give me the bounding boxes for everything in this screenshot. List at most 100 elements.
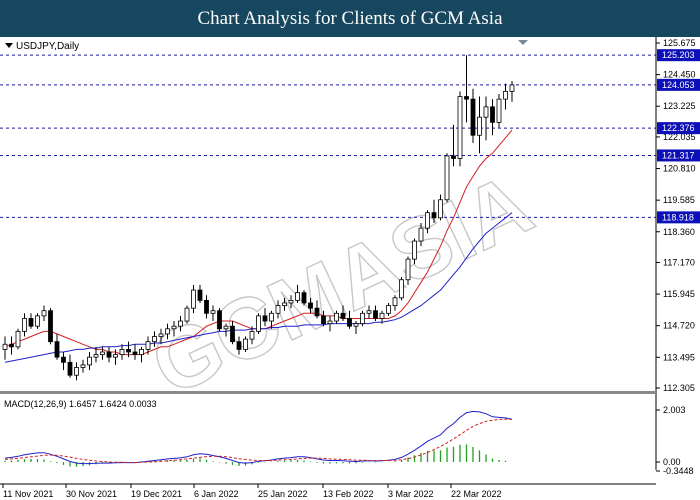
candle	[132, 344, 138, 360]
candle	[223, 323, 229, 337]
time-tick-label: 30 Nov 2021	[66, 489, 117, 499]
level-price-box	[657, 122, 700, 135]
candle	[438, 194, 443, 221]
candle	[425, 210, 430, 234]
price-tick-label: 125.675	[663, 38, 696, 48]
candle	[67, 354, 73, 378]
candle	[386, 302, 391, 316]
candle	[106, 346, 112, 363]
candle	[314, 300, 320, 319]
candle	[2, 336, 8, 360]
level-price-label: 125.203	[662, 50, 695, 60]
candle	[282, 297, 287, 311]
candle	[243, 336, 248, 353]
price-panel-bg	[0, 37, 656, 470]
candle	[327, 315, 333, 332]
candle	[191, 284, 196, 314]
candle	[464, 55, 469, 123]
symbol-label: USDJPY,Daily	[16, 41, 79, 52]
candle	[28, 313, 34, 329]
candle	[41, 305, 47, 322]
candle	[126, 341, 131, 358]
time-tick-label: 19 Dec 2021	[131, 489, 182, 499]
price-tick-label: 117.170	[663, 257, 695, 267]
candle	[418, 222, 424, 247]
candle	[217, 308, 222, 332]
candle	[366, 305, 372, 319]
page-title: Chart Analysis for Clients of GCM Asia	[0, 0, 700, 37]
time-axis: 11 Nov 2021 30 Nov 2021 19 Dec 2021 6 Jan 2…	[2, 484, 502, 499]
shift-marker-icon[interactable]	[518, 40, 528, 45]
time-tick-label: 6 Jan 2022	[194, 489, 239, 499]
macd-tick-label: -0.3448	[663, 466, 694, 476]
candle	[236, 336, 242, 355]
price-tick-label: 120.810	[663, 164, 696, 174]
candle	[139, 346, 144, 363]
candles	[2, 55, 515, 381]
candle	[158, 328, 164, 345]
candle	[360, 310, 365, 327]
time-tick-label: 11 Nov 2021	[3, 489, 53, 499]
candle	[119, 344, 125, 360]
candle	[405, 256, 411, 285]
candle	[301, 290, 307, 306]
level-price-box	[657, 78, 700, 91]
level-price-box	[657, 211, 700, 224]
candle	[80, 359, 86, 373]
panel-separator[interactable]	[0, 391, 656, 394]
candle	[210, 305, 216, 322]
candle	[145, 336, 151, 355]
candle	[48, 308, 53, 345]
candle	[61, 352, 66, 371]
candle	[152, 331, 157, 347]
candle	[477, 96, 482, 154]
price-tick-label: 124.450	[663, 70, 696, 80]
candle	[249, 326, 255, 345]
level-price-label: 118.918	[662, 212, 694, 222]
candle	[288, 295, 294, 309]
candle	[470, 88, 476, 143]
macd-tick-label: 0.00	[663, 457, 681, 467]
time-tick-label: 22 Mar 2022	[451, 489, 502, 499]
candle	[35, 313, 40, 329]
candle	[93, 346, 99, 363]
candle	[165, 323, 170, 340]
candle	[347, 310, 352, 329]
price-axis: 125.675 124.450 123.225 122.035 120.810 119.5…	[656, 38, 700, 393]
candle	[9, 336, 14, 355]
price-tick-label: 123.225	[663, 101, 696, 111]
candle	[334, 310, 339, 324]
candle	[412, 238, 417, 265]
candle	[483, 96, 489, 141]
symbol-menu-icon[interactable]	[5, 43, 13, 48]
candle	[503, 83, 508, 110]
macd-line	[4, 410, 513, 465]
candle	[256, 313, 261, 334]
candle	[392, 295, 398, 311]
price-tick-label: 114.720	[663, 321, 695, 331]
candle	[451, 124, 456, 167]
candle	[275, 300, 281, 319]
candle	[431, 199, 437, 223]
candle	[496, 93, 502, 128]
time-tick-label: 3 Mar 2022	[388, 489, 434, 499]
candle	[87, 352, 92, 371]
price-tick-label: 118.360	[663, 227, 695, 237]
candle	[269, 310, 274, 329]
candle	[54, 333, 60, 360]
candle	[204, 295, 209, 319]
candle	[444, 153, 450, 203]
time-tick-label: 13 Feb 2022	[323, 489, 374, 499]
price-tick-label: 112.305	[663, 383, 695, 393]
level-price-label: 124.053	[662, 80, 695, 90]
candle	[100, 346, 105, 360]
candle	[262, 308, 268, 327]
macd-label: MACD(12,26,9) 1.6457 1.6424 0.0033	[4, 399, 157, 409]
level-price-box	[657, 49, 700, 62]
candle	[113, 349, 118, 365]
candle	[399, 277, 404, 301]
candle	[379, 310, 385, 324]
candle	[321, 310, 326, 327]
level-price-label: 122.376	[662, 123, 695, 133]
candle	[22, 313, 27, 337]
